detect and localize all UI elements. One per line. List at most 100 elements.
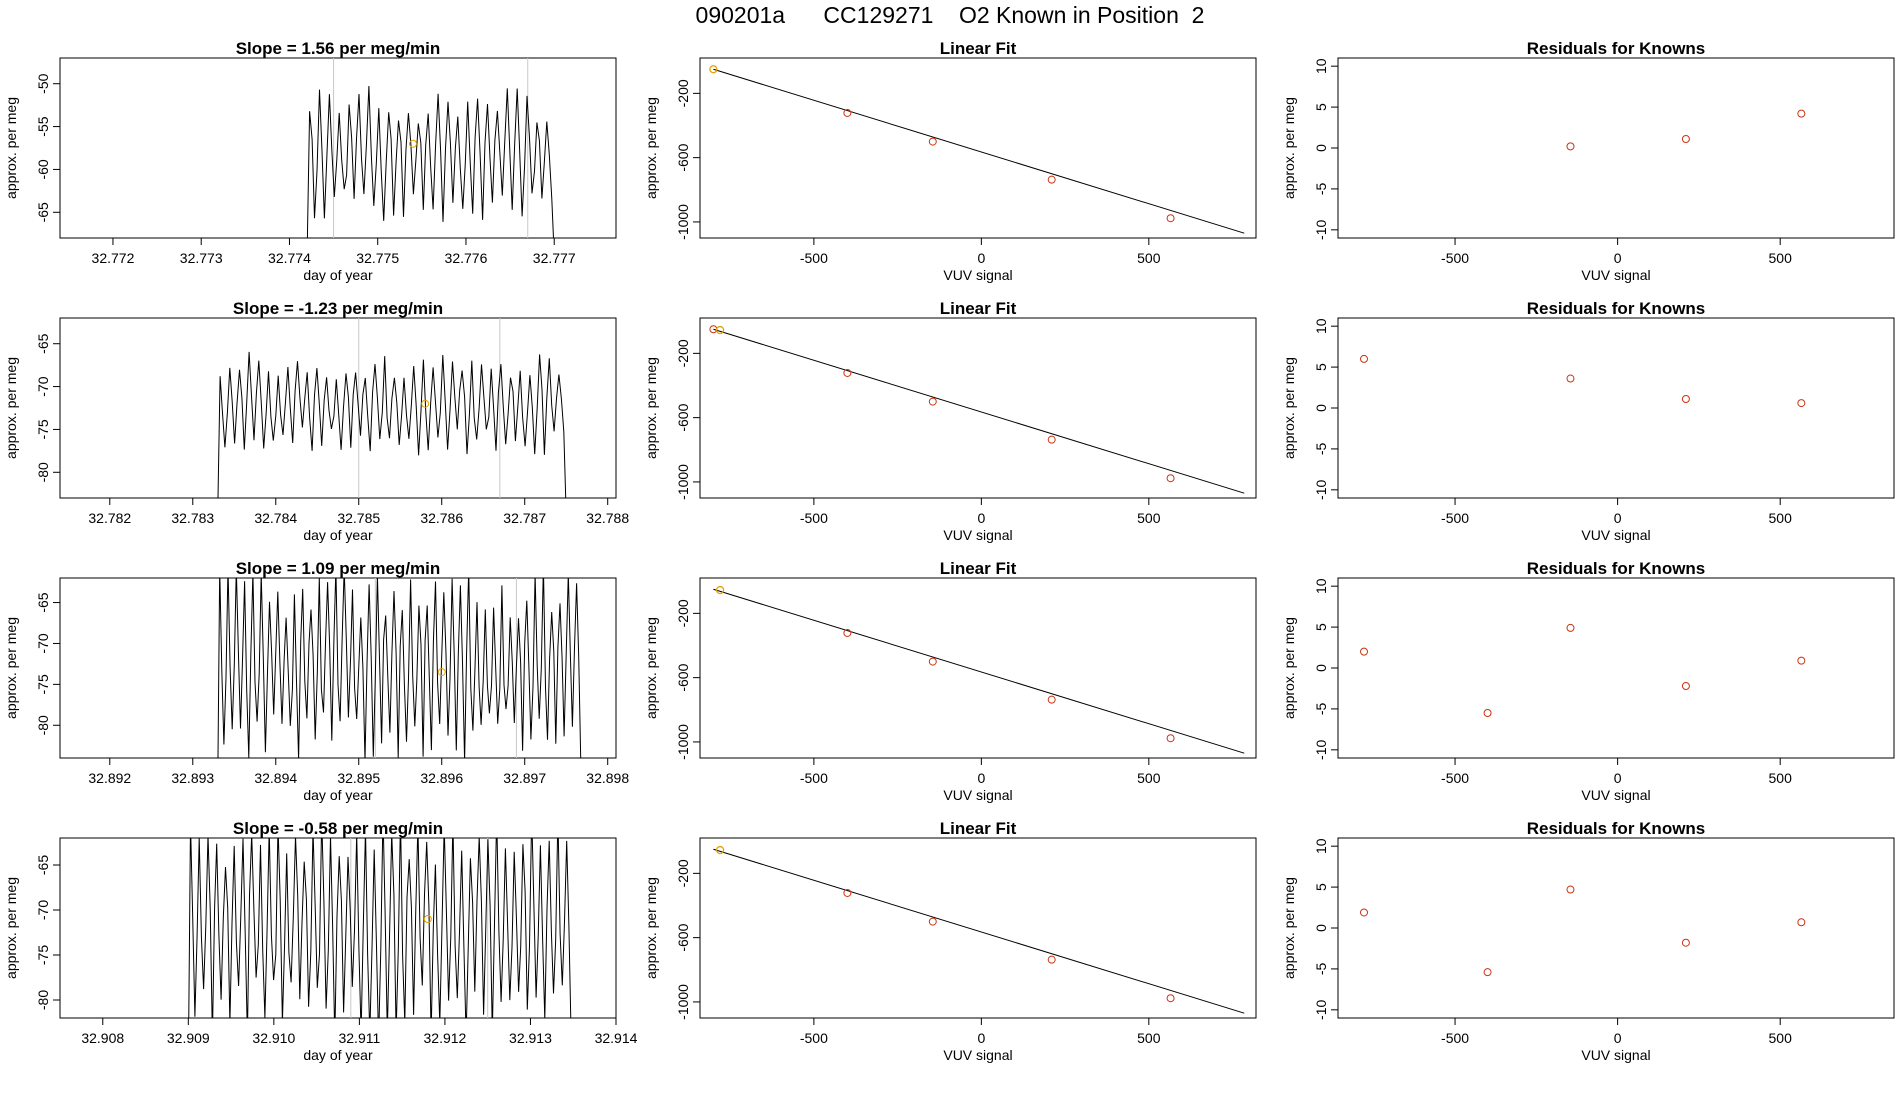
y-tick-label: 0: [1313, 924, 1329, 932]
x-tick-label: 32.786: [420, 510, 463, 526]
y-tick-label: -80: [35, 462, 51, 482]
fit-line: [713, 848, 1245, 1014]
x-tick-label: 32.784: [254, 510, 297, 526]
y-tick-label: 5: [1313, 103, 1329, 111]
x-tick-label: 0: [1614, 510, 1622, 526]
plot-frame: [699, 837, 1257, 1019]
y-tick-label: -600: [675, 923, 691, 951]
panel-title: Residuals for Knowns: [1527, 299, 1706, 318]
y-tick-label: 5: [1313, 363, 1329, 371]
x-tick-label: 0: [1614, 1030, 1622, 1046]
known-point: [928, 657, 937, 666]
x-tick-label: -500: [1441, 770, 1469, 786]
x-axis-label: VUV signal: [1581, 527, 1650, 543]
y-axis-label: approx. per meg: [3, 617, 19, 719]
residual-point: [1360, 908, 1369, 917]
x-axis-label: day of year: [303, 787, 373, 803]
x-tick-label: 0: [1614, 250, 1622, 266]
known-point: [1047, 955, 1056, 964]
y-tick-label: -70: [35, 900, 51, 920]
residual-point: [1566, 142, 1575, 151]
x-tick-label: 500: [1137, 1030, 1161, 1046]
y-tick-label: -10: [1313, 739, 1329, 759]
y-tick-label: -5: [1313, 182, 1329, 195]
panel-title: Slope = -1.23 per meg/min: [233, 299, 443, 318]
y-tick-label: -5: [1313, 702, 1329, 715]
y-axis-label: approx. per meg: [1281, 617, 1297, 719]
y-tick-label: 0: [1313, 144, 1329, 152]
residuals-panel-1: Residuals for Knowns -500 0 500 VUV signal -1…: [1281, 39, 1895, 283]
y-tick-label: -5: [1313, 962, 1329, 975]
residual-point: [1681, 682, 1690, 690]
residual-point: [1566, 885, 1575, 894]
known-point: [1166, 214, 1175, 223]
panel-title: Slope = 1.56 per meg/min: [236, 39, 441, 58]
x-tick-label: 500: [1769, 510, 1793, 526]
y-tick-label: -1000: [675, 204, 691, 240]
x-axis-label: VUV signal: [1581, 267, 1650, 283]
fit-line: [713, 68, 1245, 234]
y-tick-label: -75: [35, 945, 51, 965]
y-tick-label: 5: [1313, 883, 1329, 891]
y-tick-label: -80: [35, 715, 51, 735]
panel-title: Residuals for Knowns: [1527, 39, 1706, 58]
known-point: [843, 628, 852, 637]
y-tick-label: 0: [1313, 404, 1329, 412]
x-tick-label: 32.892: [88, 770, 131, 786]
residuals-panel-2: Residuals for Knowns -500 0 500 VUV signal -1…: [1281, 299, 1895, 543]
x-tick-label: 0: [1614, 770, 1622, 786]
linear-fit-panel-1: Linear Fit -500 0 500 VUV signal -1000 -600 -20…: [643, 39, 1257, 283]
mean-marker: [409, 139, 418, 148]
known-point: [928, 917, 937, 926]
x-axis-label: VUV signal: [943, 787, 1012, 803]
x-tick-label: 32.914: [595, 1030, 638, 1046]
x-tick-label: 32.911: [338, 1030, 380, 1046]
x-tick-label: 0: [977, 250, 985, 266]
y-tick-label: -1000: [675, 724, 691, 760]
linear-fit-panel-4: Linear Fit -500 0 500 VUV signal -1000 -600 -20…: [643, 819, 1257, 1063]
y-axis-label: approx. per meg: [643, 877, 659, 979]
x-tick-label: 32.775: [356, 250, 399, 266]
residual-point: [1483, 968, 1492, 977]
x-tick-label: 32.893: [171, 770, 214, 786]
plot-frame: [59, 57, 617, 239]
x-axis-label: day of year: [303, 1047, 373, 1063]
panel-title: Linear Fit: [940, 39, 1017, 58]
y-tick-label: -65: [35, 592, 51, 612]
x-tick-label: 500: [1769, 770, 1793, 786]
x-tick-label: 500: [1769, 1030, 1793, 1046]
x-tick-label: 32.777: [533, 250, 576, 266]
known-point: [843, 888, 852, 897]
x-tick-label: 500: [1137, 510, 1161, 526]
plot-frame: [1337, 317, 1895, 499]
plot-frame: [59, 837, 617, 1019]
residual-point: [1566, 623, 1575, 632]
panel-title: Linear Fit: [940, 559, 1017, 578]
fit-line: [713, 588, 1245, 754]
residual-point: [1360, 647, 1369, 656]
x-axis-label: day of year: [303, 267, 373, 283]
panel-title: Linear Fit: [940, 299, 1017, 318]
known-point: [843, 108, 852, 117]
residual-point: [1797, 918, 1806, 927]
y-tick-label: -65: [35, 855, 51, 875]
known-point: [928, 137, 937, 146]
x-tick-label: 500: [1769, 250, 1793, 266]
y-tick-label: 10: [1313, 58, 1329, 74]
x-axis-label: VUV signal: [943, 1047, 1012, 1063]
residual-point: [1681, 135, 1690, 143]
x-tick-label: 32.782: [88, 510, 131, 526]
sample-point: [715, 325, 725, 335]
x-axis-label: day of year: [303, 527, 373, 543]
signal-trace: [217, 351, 567, 498]
x-tick-label: 500: [1137, 770, 1161, 786]
x-tick-label: 32.896: [420, 770, 463, 786]
panel-title: Residuals for Knowns: [1527, 819, 1706, 838]
x-tick-label: -500: [800, 250, 828, 266]
x-tick-label: 32.910: [252, 1030, 295, 1046]
y-tick-label: 10: [1313, 838, 1329, 854]
x-tick-label: 32.772: [92, 250, 135, 266]
residual-point: [1681, 938, 1690, 947]
y-tick-label: -65: [35, 333, 51, 353]
